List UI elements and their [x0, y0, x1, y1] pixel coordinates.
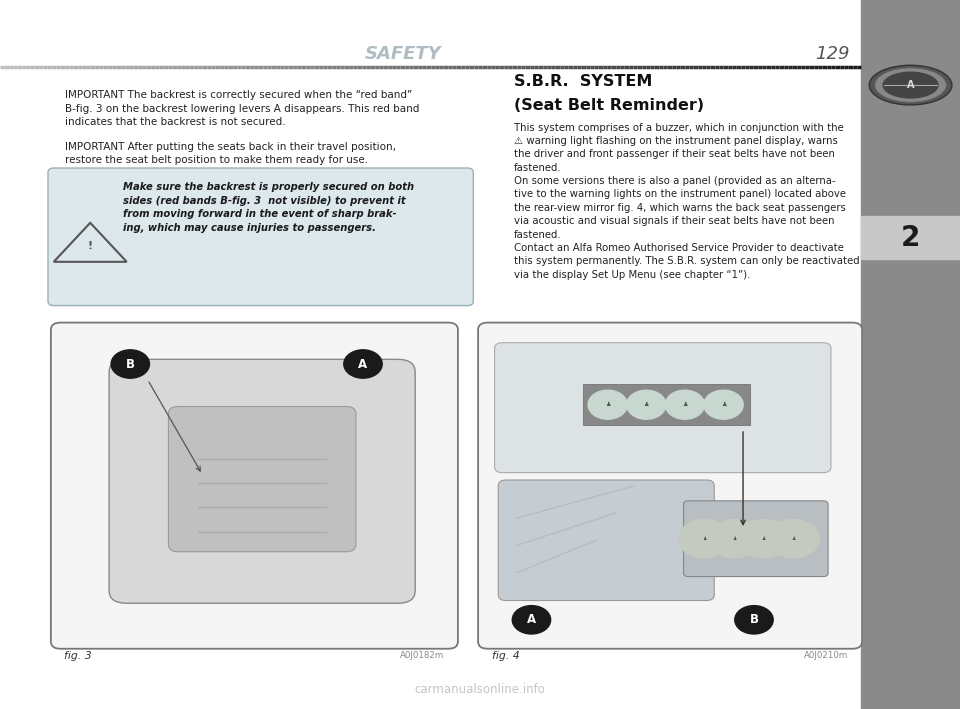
- FancyBboxPatch shape: [684, 501, 828, 576]
- Text: fig. 3: fig. 3: [64, 651, 92, 661]
- Text: ♟: ♟: [605, 402, 611, 407]
- Text: ♟: ♟: [643, 402, 649, 407]
- Text: This system comprises of a buzzer, which in conjunction with the
⚠ warning light: This system comprises of a buzzer, which…: [514, 123, 859, 279]
- FancyBboxPatch shape: [494, 342, 831, 473]
- Circle shape: [665, 390, 705, 419]
- Text: ♟: ♟: [761, 536, 766, 541]
- FancyBboxPatch shape: [51, 323, 458, 649]
- Text: Make sure the backrest is properly secured on both
sides (red bands B-fig. 3  no: Make sure the backrest is properly secur…: [123, 182, 414, 233]
- Circle shape: [513, 605, 551, 634]
- Text: (Seat Belt Reminder): (Seat Belt Reminder): [514, 98, 704, 113]
- Circle shape: [111, 350, 150, 378]
- Text: ♟: ♟: [732, 536, 736, 541]
- Text: B: B: [750, 613, 758, 626]
- Text: ♟: ♟: [791, 536, 796, 541]
- Bar: [861, 0, 960, 709]
- Text: ♟: ♟: [703, 536, 707, 541]
- Circle shape: [708, 520, 760, 558]
- Bar: [861, 216, 960, 259]
- Text: !: !: [87, 241, 93, 251]
- Text: IMPORTANT After putting the seats back in their travel position,
restore the sea: IMPORTANT After putting the seats back i…: [65, 142, 396, 165]
- FancyBboxPatch shape: [109, 359, 415, 603]
- Text: fig. 4: fig. 4: [492, 651, 519, 661]
- Circle shape: [768, 520, 820, 558]
- FancyBboxPatch shape: [478, 323, 862, 649]
- Bar: [583, 384, 751, 425]
- FancyBboxPatch shape: [48, 168, 473, 306]
- Text: A0J0210m: A0J0210m: [804, 651, 849, 660]
- Text: A0J0182m: A0J0182m: [400, 651, 444, 660]
- Text: B: B: [126, 357, 134, 371]
- Text: A: A: [527, 613, 536, 626]
- FancyBboxPatch shape: [498, 480, 714, 601]
- Text: 2: 2: [900, 223, 921, 252]
- Text: S.B.R.  SYSTEM: S.B.R. SYSTEM: [514, 74, 652, 89]
- Text: A: A: [358, 357, 368, 371]
- FancyBboxPatch shape: [168, 406, 356, 552]
- Circle shape: [627, 390, 666, 419]
- Circle shape: [738, 520, 790, 558]
- Text: ♟: ♟: [721, 402, 727, 407]
- Text: 129: 129: [815, 45, 850, 63]
- Circle shape: [588, 390, 628, 419]
- Ellipse shape: [875, 68, 947, 102]
- Ellipse shape: [869, 65, 952, 105]
- Ellipse shape: [882, 72, 939, 99]
- Circle shape: [679, 520, 731, 558]
- Circle shape: [734, 605, 773, 634]
- Circle shape: [344, 350, 382, 378]
- Text: SAFETY: SAFETY: [365, 45, 442, 63]
- Text: ♟: ♟: [682, 402, 687, 407]
- Text: A: A: [907, 80, 914, 90]
- Text: IMPORTANT The backrest is correctly secured when the “red band”
B-fig. 3 on the : IMPORTANT The backrest is correctly secu…: [65, 90, 420, 127]
- Circle shape: [704, 390, 743, 419]
- Text: carmanualsonline.info: carmanualsonline.info: [415, 683, 545, 696]
